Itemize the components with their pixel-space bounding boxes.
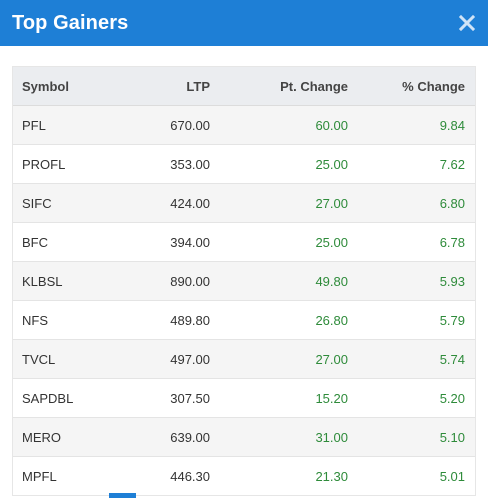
cell-ltp: 639.00 (142, 417, 210, 457)
cell-pct-change: 6.78 (348, 222, 475, 262)
table-row[interactable]: MPFL 446.30 21.30 5.01 (13, 456, 475, 495)
header-pct-change[interactable]: % Change (348, 67, 475, 106)
cell-symbol: TVCL (13, 339, 142, 379)
table-row[interactable]: TVCL 497.00 27.00 5.74 (13, 339, 475, 379)
close-x-icon (459, 15, 475, 31)
cell-pt-change: 15.20 (210, 378, 348, 418)
cell-symbol: PFL (13, 105, 142, 145)
gainers-table: Symbol LTP Pt. Change % Change PFL 670.00… (13, 67, 475, 495)
table-row[interactable]: BFC 394.00 25.00 6.78 (13, 222, 475, 262)
table-row[interactable]: MERO 639.00 31.00 5.10 (13, 417, 475, 457)
cell-pt-change: 31.00 (210, 417, 348, 457)
cell-pt-change: 25.00 (210, 144, 348, 184)
cell-symbol: BFC (13, 222, 142, 262)
cell-pct-change: 5.74 (348, 339, 475, 379)
cell-symbol: PROFL (13, 144, 142, 184)
header-ltp[interactable]: LTP (142, 67, 210, 106)
cell-pt-change: 26.80 (210, 300, 348, 340)
cell-symbol: MERO (13, 417, 142, 457)
table-header-row: Symbol LTP Pt. Change % Change (13, 67, 475, 106)
cell-pct-change: 5.10 (348, 417, 475, 457)
table-row[interactable]: KLBSL 890.00 49.80 5.93 (13, 261, 475, 301)
table-row[interactable]: PFL 670.00 60.00 9.84 (13, 105, 475, 145)
modal-header: Top Gainers (0, 0, 488, 46)
cell-ltp: 307.50 (142, 378, 210, 418)
header-symbol[interactable]: Symbol (13, 67, 142, 106)
table-row[interactable]: NFS 489.80 26.80 5.79 (13, 300, 475, 340)
cell-pt-change: 21.30 (210, 456, 348, 495)
cell-symbol: NFS (13, 300, 142, 340)
cell-pct-change: 6.80 (348, 183, 475, 223)
cell-ltp: 489.80 (142, 300, 210, 340)
cell-ltp: 446.30 (142, 456, 210, 495)
cell-ltp: 353.00 (142, 144, 210, 184)
cell-pt-change: 27.00 (210, 183, 348, 223)
cell-pct-change: 5.20 (348, 378, 475, 418)
cell-pct-change: 5.93 (348, 261, 475, 301)
cell-pct-change: 5.01 (348, 456, 475, 495)
cell-ltp: 424.00 (142, 183, 210, 223)
cell-pct-change: 7.62 (348, 144, 475, 184)
table-row[interactable]: SAPDBL 307.50 15.20 5.20 (13, 378, 475, 418)
cell-pt-change: 25.00 (210, 222, 348, 262)
cell-pt-change: 60.00 (210, 105, 348, 145)
cell-ltp: 670.00 (142, 105, 210, 145)
modal-title: Top Gainers (12, 11, 129, 34)
cell-symbol: SIFC (13, 183, 142, 223)
cell-pt-change: 27.00 (210, 339, 348, 379)
cell-symbol: KLBSL (13, 261, 142, 301)
gainers-table-container: Symbol LTP Pt. Change % Change PFL 670.00… (12, 66, 476, 496)
cell-ltp: 497.00 (142, 339, 210, 379)
cell-ltp: 890.00 (142, 261, 210, 301)
table-row[interactable]: SIFC 424.00 27.00 6.80 (13, 183, 475, 223)
cell-symbol: MPFL (13, 456, 142, 495)
scroll-indicator[interactable] (109, 493, 136, 498)
header-pt-change[interactable]: Pt. Change (210, 67, 348, 106)
cell-pct-change: 5.79 (348, 300, 475, 340)
close-icon[interactable] (456, 12, 478, 34)
table-body: PFL 670.00 60.00 9.84 PROFL 353.00 25.00 7.62 SI… (13, 105, 475, 495)
cell-symbol: SAPDBL (13, 378, 142, 418)
cell-ltp: 394.00 (142, 222, 210, 262)
cell-pt-change: 49.80 (210, 261, 348, 301)
cell-pct-change: 9.84 (348, 105, 475, 145)
table-row[interactable]: PROFL 353.00 25.00 7.62 (13, 144, 475, 184)
